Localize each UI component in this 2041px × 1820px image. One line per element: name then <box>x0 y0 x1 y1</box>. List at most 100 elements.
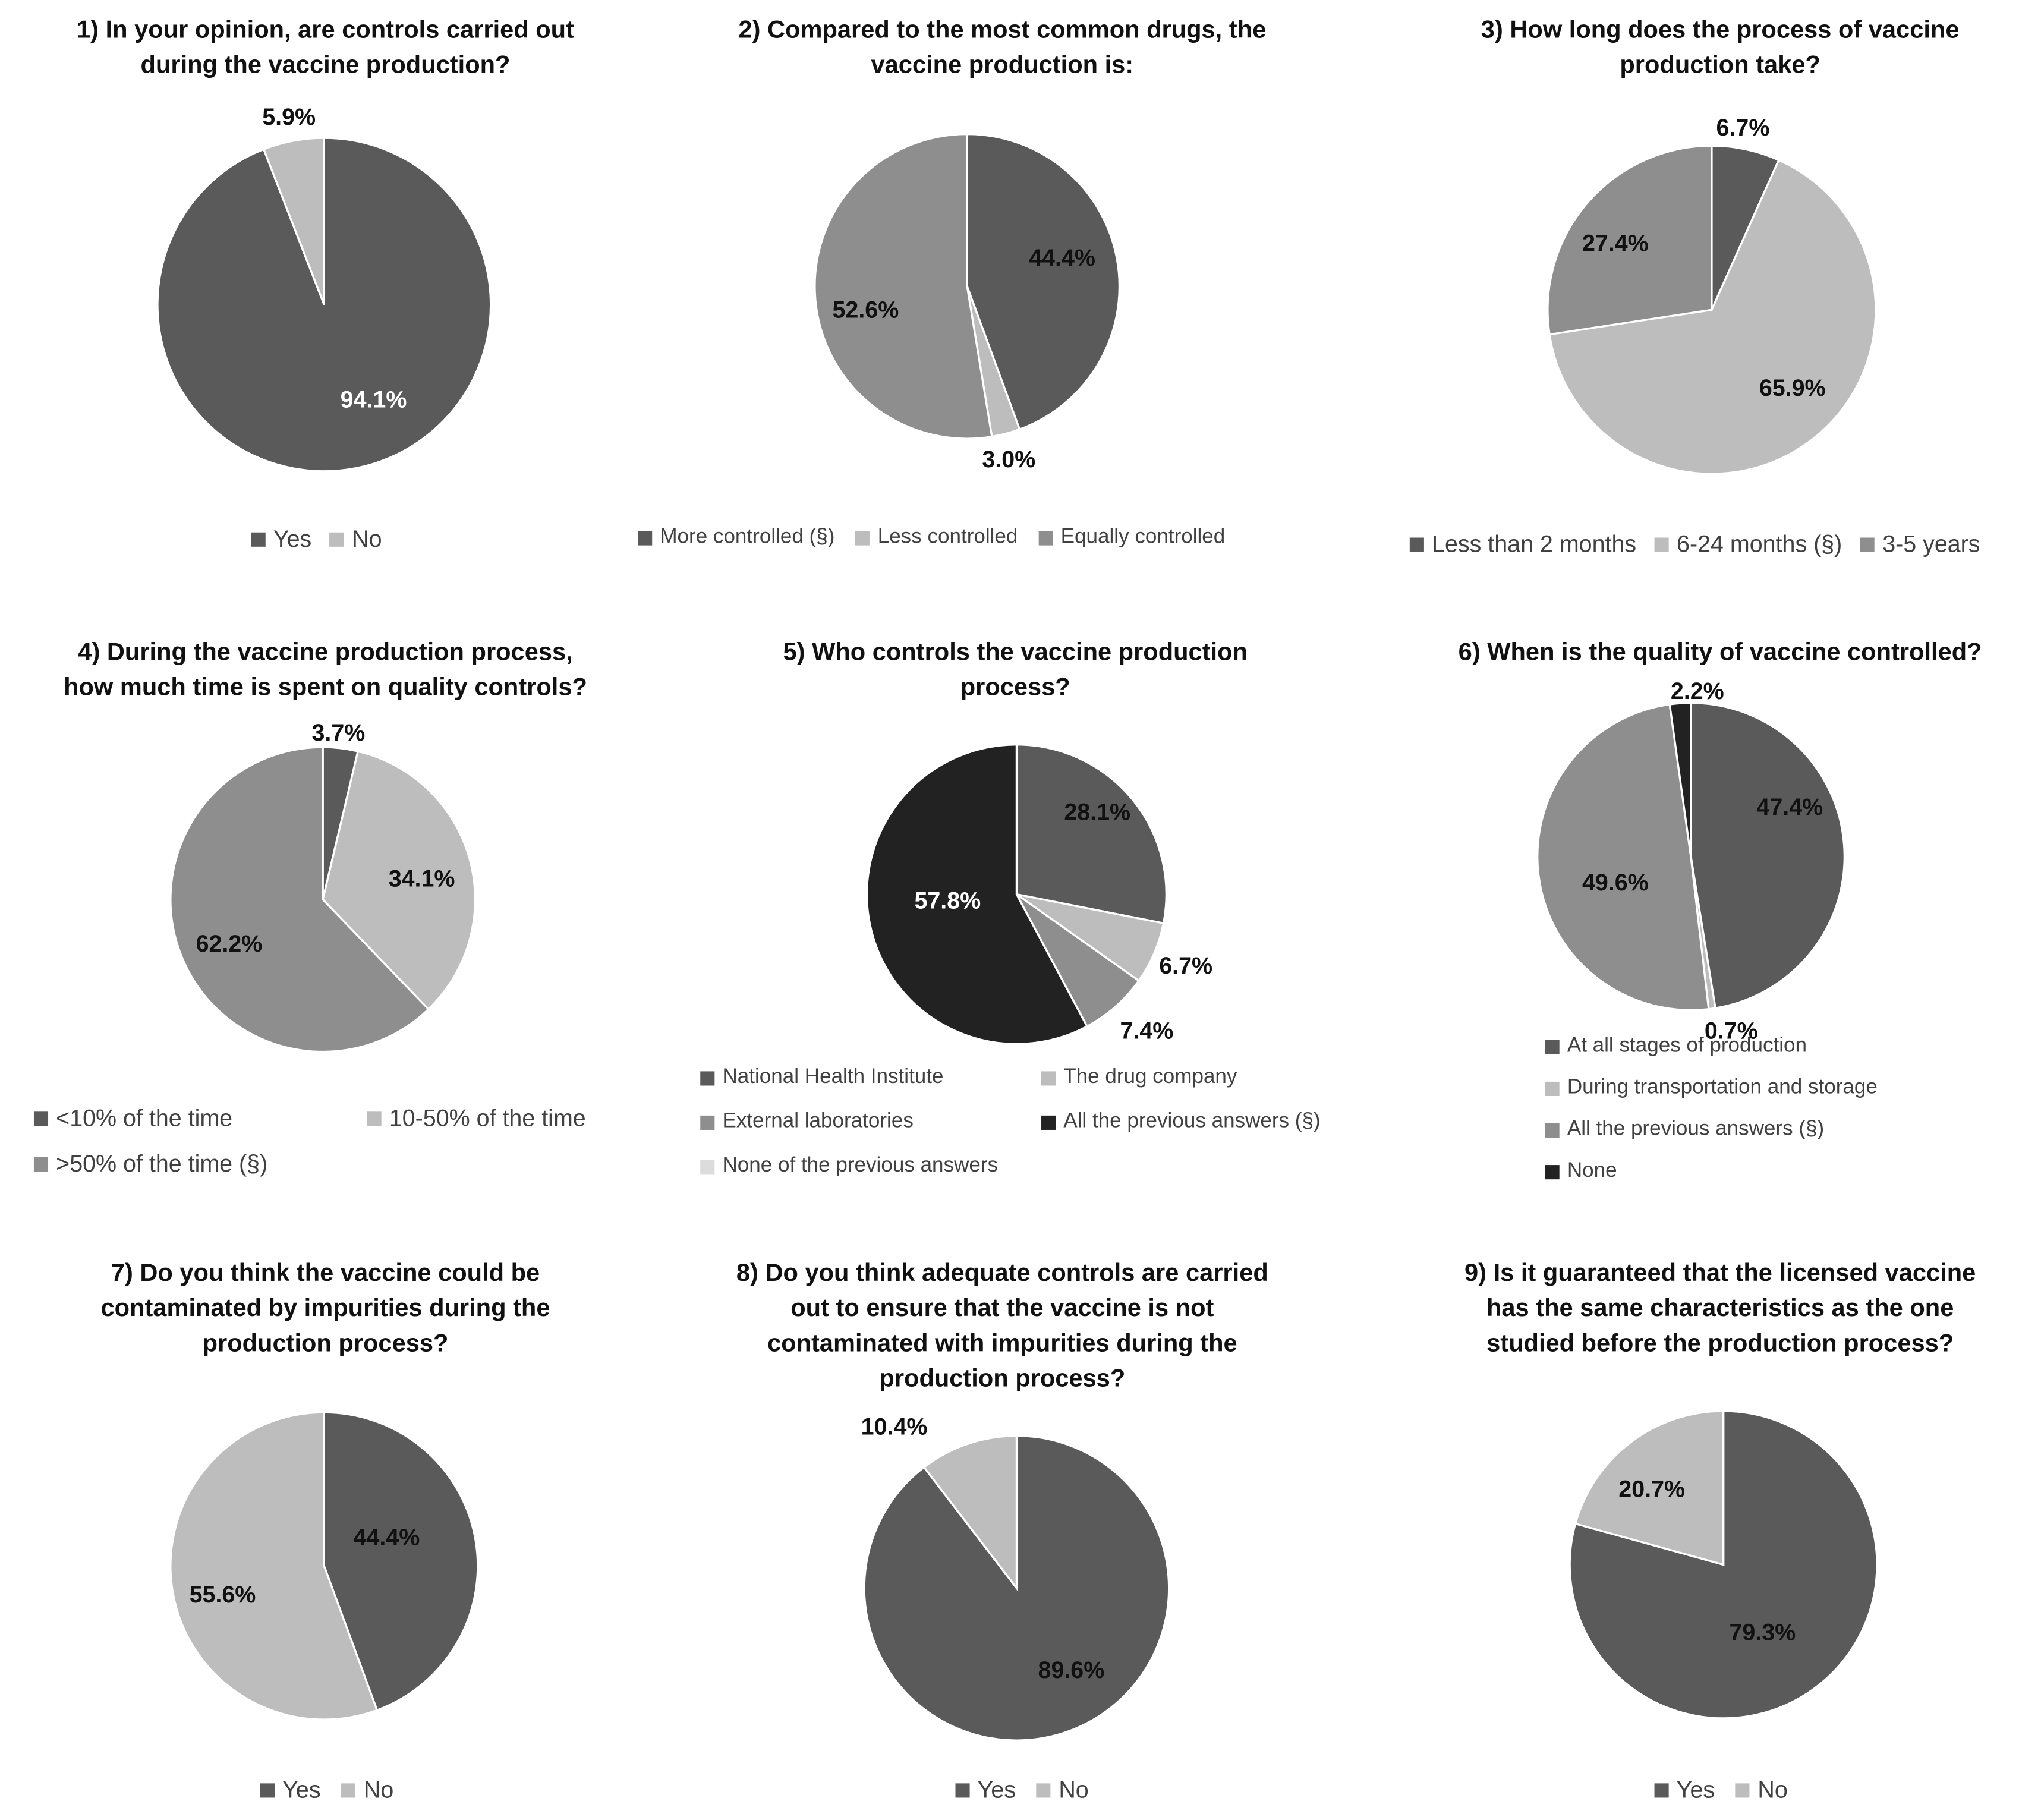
legend-item: All the previous answers (§) <box>1545 1118 1825 1141</box>
chart-title-line: how much time is spent on quality contro… <box>64 674 587 702</box>
legend-swatch <box>33 1157 49 1172</box>
legend-label: <10% of the time <box>56 1105 233 1132</box>
pie-chart: 6.7% 65.9% 27.4% <box>1547 115 1877 475</box>
legend-item: The drug company <box>1041 1066 1237 1090</box>
chart-panel-7: 7) Do you think the vaccine could be cont… <box>0 1243 651 1819</box>
pie-slice-none <box>1668 701 1692 857</box>
data-label: 6.7% <box>1159 953 1212 979</box>
legend: Yes No <box>1399 1243 2041 1819</box>
legend-label: Yes <box>282 1777 321 1803</box>
legend-swatch <box>1041 1114 1056 1129</box>
chart-title-line: production process? <box>202 1330 449 1358</box>
legend-label: All the previous answers (§) <box>1063 1110 1321 1133</box>
data-label: 55.6% <box>190 1582 256 1608</box>
chart-title: 1) In your opinion, are controls carried… <box>0 13 651 83</box>
legend-label: 10-50% of the time <box>389 1105 586 1132</box>
data-label: 0.7% <box>1705 1018 1758 1044</box>
legend-swatch <box>1736 1783 1750 1798</box>
data-label: 3.7% <box>311 720 365 746</box>
pie-chart: 79.3% 20.7% <box>1568 1410 1878 1720</box>
data-label: 57.8% <box>914 888 981 914</box>
legend: <10% of the time 10-50% of the time >50% o… <box>0 625 651 1198</box>
data-label: 7.4% <box>1120 1018 1174 1044</box>
data-label: 62.2% <box>196 931 263 957</box>
legend-swatch <box>1860 537 1875 552</box>
legend-swatch <box>1654 537 1669 552</box>
legend-swatch <box>1545 1039 1560 1054</box>
legend-swatch <box>955 1783 970 1798</box>
legend-swatch <box>1654 1783 1669 1798</box>
pie-slice-all-the-previous-answers <box>1536 703 1710 1012</box>
data-label: 20.7% <box>1618 1476 1685 1503</box>
chart-panel-9: 9) Is it guaranteed that the licensed va… <box>1399 1243 2041 1819</box>
legend-label: No <box>1059 1777 1089 1803</box>
pie-chart: 44.4% 3.0% 52.6% <box>814 133 1121 473</box>
legend-item: 3-5 years <box>1860 531 1980 559</box>
chart-title-line: out to ensure that the vaccine is not <box>790 1295 1214 1323</box>
data-label: 6.7% <box>1716 115 1770 141</box>
pie-slice-less-than-2-months <box>1711 144 1780 310</box>
legend-swatch <box>1038 530 1053 545</box>
legend-label: At all stages of production <box>1567 1035 1807 1057</box>
legend-swatch <box>251 532 266 547</box>
legend: More controlled (§) Less controlled Equall… <box>638 0 1366 599</box>
chart-title-line: 3) How long does the process of vaccine <box>1481 17 1960 45</box>
legend-swatch <box>329 532 344 547</box>
legend-item: Yes <box>955 1777 1016 1804</box>
chart-title-line: process? <box>960 674 1070 702</box>
pie-slice-at-all-stages-of-production <box>1690 701 1845 1010</box>
data-label: 34.1% <box>389 865 455 892</box>
legend-label: During transportation and storage <box>1567 1076 1878 1099</box>
legend-swatch <box>1545 1122 1560 1138</box>
legend-label: 6-24 months (§) <box>1677 531 1842 558</box>
legend: Yes No <box>638 1243 1366 1819</box>
legend-label: Less than 2 months <box>1432 531 1637 558</box>
legend: Yes No <box>0 0 651 599</box>
chart-title-line: 7) Do you think the vaccine could be <box>111 1259 540 1287</box>
data-label: 44.4% <box>354 1525 420 1551</box>
legend-label: External laboratories <box>722 1110 914 1133</box>
chart-title-line: vaccine production is: <box>871 52 1134 80</box>
pie-slice-10-50-of-the-time <box>322 750 477 1011</box>
data-label: 10.4% <box>861 1413 928 1440</box>
legend-item: External laboratories <box>700 1110 914 1133</box>
chart-title: 2) Compared to the most common drugs, th… <box>638 13 1366 83</box>
chart-title-line: has the same characteristics as the one <box>1486 1295 1954 1323</box>
data-label: 52.6% <box>833 297 899 323</box>
pie-slice-external-laboratories <box>1015 893 1141 1028</box>
chart-title-line: 5) Who controls the vaccine production <box>783 639 1248 667</box>
pie-slice-the-drug-company <box>1016 893 1165 983</box>
pie-slice-no <box>922 1434 1018 1591</box>
pie-chart: 44.4% 55.6% <box>169 1411 479 1721</box>
legend-item: Less than 2 months <box>1409 531 1637 559</box>
legend-swatch <box>341 1783 356 1798</box>
chart-title-line: production process? <box>879 1365 1126 1393</box>
pie-slice-more-controlled <box>966 133 1121 431</box>
pie-slice-all-the-previous-answers <box>865 744 1089 1045</box>
chart-title-line: 1) In your opinion, are controls carried… <box>77 17 574 45</box>
legend-label: Less controlled <box>877 525 1018 549</box>
legend: At all stages of production During transp… <box>1399 625 2041 1198</box>
data-label: 27.4% <box>1582 231 1649 257</box>
pie-slice-3-5-years <box>1547 144 1713 336</box>
legend-item: None of the previous answers <box>700 1155 998 1178</box>
legend: Less than 2 months 6-24 months (§) 3-5 yea… <box>1399 0 2041 599</box>
pie-slice-no <box>1574 1410 1725 1566</box>
legend-item: Equally controlled <box>1038 526 1225 549</box>
legend-item: National Health Institute <box>700 1066 944 1090</box>
legend-item: During transportation and storage <box>1545 1076 1878 1100</box>
legend-item: None <box>1545 1160 1617 1183</box>
legend: National Health Institute The drug compan… <box>651 625 1379 1198</box>
pie-slice-yes <box>323 1411 479 1712</box>
legend-item: >50% of the time (§) <box>33 1151 267 1178</box>
chart-panel-6: 6) When is the quality of vaccine contro… <box>1399 625 2041 1198</box>
data-label: 49.6% <box>1582 870 1649 896</box>
data-label: 3.0% <box>982 446 1035 473</box>
pie-slice-equally-controlled <box>814 133 993 440</box>
chart-panel-1: 1) In your opinion, are controls carried… <box>0 0 651 599</box>
legend-label: None <box>1567 1160 1617 1182</box>
legend-item: No <box>329 526 382 553</box>
legend-label: All the previous answers (§) <box>1567 1118 1825 1141</box>
legend-item: Yes <box>1654 1777 1715 1804</box>
pie-slice-no <box>262 137 325 306</box>
